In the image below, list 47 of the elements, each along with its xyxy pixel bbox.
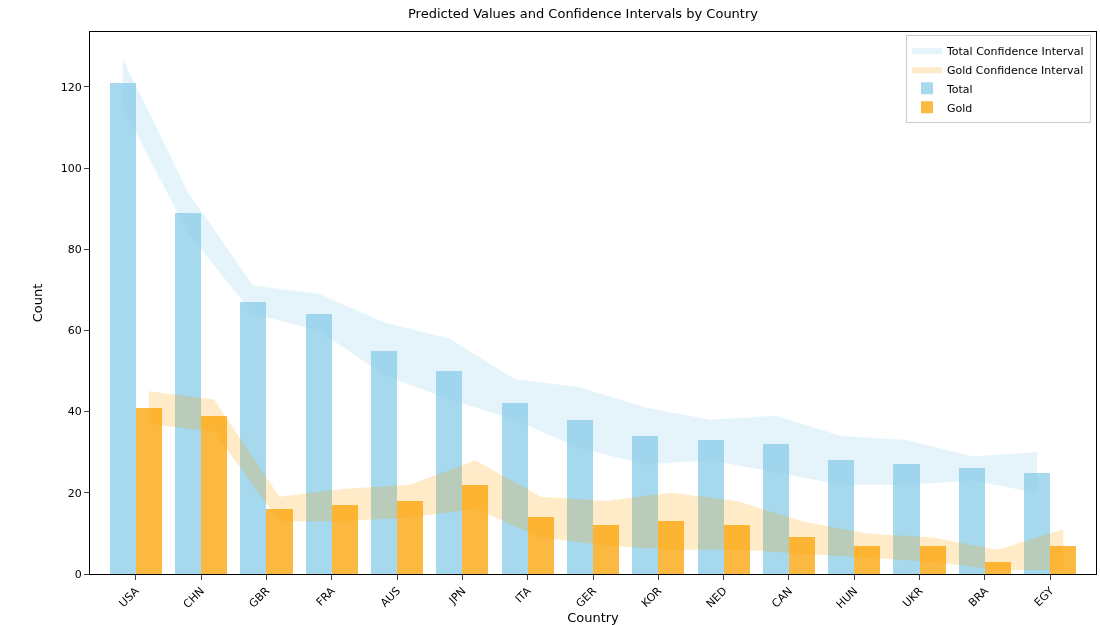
legend-label: Total [945,82,973,96]
x-tick-label: FRA [313,584,339,609]
bar [528,517,554,574]
bar [1050,546,1076,574]
legend-label: Gold Confidence Interval [946,63,1084,77]
bar [332,505,358,574]
bar [632,436,658,574]
bar [397,501,423,574]
y-tick-label: 40 [67,405,82,419]
bar [828,460,854,574]
y-tick-label: 20 [67,486,82,500]
y-tick-label: 80 [67,243,82,257]
bar [920,546,946,574]
chart-title: Predicted Values and Confidence Intervals by Country [408,6,759,22]
bar [110,83,136,574]
bar [724,525,750,574]
y-tick-label: 120 [60,80,82,94]
bar [502,403,528,574]
bar [789,537,815,574]
bar [175,213,201,574]
bar [593,525,619,574]
bar [698,440,724,574]
y-tick-label: 100 [60,161,82,175]
bar [371,351,397,574]
bar [893,464,920,574]
bar [854,546,880,574]
bar [985,562,1011,574]
bar [567,420,593,574]
y-tick-label: 0 [74,567,82,581]
bar [306,314,332,574]
y-axis-title: Count [29,283,45,323]
bar [462,485,488,574]
bar [1024,473,1050,574]
bar [763,444,789,574]
bar [201,416,227,574]
x-tick-label: ITA [512,584,535,606]
bar [959,468,985,574]
x-tick-label: USA [116,584,143,610]
legend-label: Total Confidence Interval [945,44,1084,58]
y-tick-label: 60 [67,324,82,338]
legend-label: Gold [946,101,973,115]
bar [436,371,462,574]
bar [658,521,684,574]
bar [136,408,162,574]
x-axis-title: Country [567,610,620,625]
bar [240,302,266,574]
bar [266,509,293,574]
